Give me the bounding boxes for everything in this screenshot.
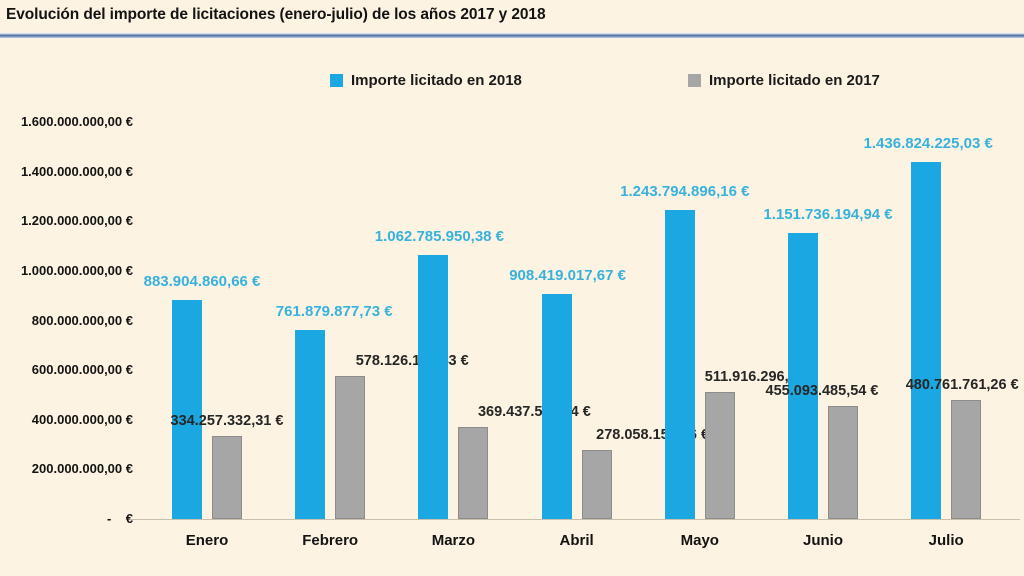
legend-item-2017: Importe licitado en 2017 bbox=[688, 72, 880, 89]
x-axis-label-julio: Julio bbox=[928, 532, 964, 549]
y-axis-tick-label: 800.000.000,00 € bbox=[31, 312, 133, 328]
bar-2017-junio bbox=[828, 406, 858, 519]
bar-2017-mayo bbox=[704, 391, 735, 519]
y-axis-tick-label: 1.600.000.000,00 € bbox=[20, 114, 133, 129]
y-axis-tick-label: 400.000.000,00 € bbox=[31, 411, 133, 427]
x-axis-label-marzo: Marzo bbox=[431, 532, 476, 549]
bar-2017-febrero bbox=[335, 375, 366, 519]
x-axis-label-febrero: Febrero bbox=[302, 532, 359, 549]
bar-2018-julio bbox=[911, 162, 942, 519]
data-label-2018-mayo: 1.243.794.896,16 € bbox=[620, 183, 750, 201]
legend-swatch-2017-icon bbox=[688, 74, 701, 87]
data-label-2017-julio: 480.761.761,26 € bbox=[905, 376, 1019, 393]
legend-swatch-2018-icon bbox=[330, 74, 343, 87]
legend-label-2018: Importe licitado en 2018 bbox=[351, 72, 522, 89]
x-axis-label-enero: Enero bbox=[185, 532, 229, 549]
bar-2018-enero bbox=[172, 299, 202, 519]
legend-label-2017: Importe licitado en 2017 bbox=[709, 72, 880, 89]
y-axis-tick-label: 200.000.000,00 € bbox=[31, 461, 133, 477]
data-label-2018-junio: 1.151.736.194,94 € bbox=[763, 206, 893, 224]
y-axis-tick-label: - € bbox=[106, 511, 133, 526]
bar-2018-abril bbox=[541, 293, 572, 519]
y-axis-tick-label: 1.000.000.000,00 € bbox=[20, 262, 133, 278]
bar-2018-junio bbox=[788, 233, 818, 519]
data-label-2018-febrero: 761.879.877,73 € bbox=[275, 302, 393, 320]
x-axis-label-junio: Junio bbox=[803, 532, 843, 549]
legend-item-2018: Importe licitado en 2018 bbox=[330, 72, 522, 89]
bar-2017-abril bbox=[581, 450, 612, 519]
title-separator bbox=[0, 33, 1024, 38]
data-label-2018-abril: 908.419.017,67 € bbox=[509, 266, 626, 284]
x-axis-label-abril: Abril bbox=[559, 532, 594, 549]
bar-2017-enero bbox=[212, 436, 242, 519]
x-axis-line bbox=[130, 519, 1020, 520]
y-axis-tick-label: 1.200.000.000,00 € bbox=[20, 213, 133, 229]
data-label-2018-marzo: 1.062.785.950,38 € bbox=[374, 228, 505, 246]
bar-2018-mayo bbox=[664, 210, 695, 519]
x-axis-label-mayo: Mayo bbox=[680, 532, 719, 549]
data-label-2017-enero: 334.257.332,31 € bbox=[170, 413, 284, 430]
bar-2018-febrero bbox=[295, 329, 326, 519]
data-label-2017-febrero: 578.126.104,43 € bbox=[355, 352, 469, 369]
y-axis-tick-label: 600.000.000,00 € bbox=[31, 362, 133, 378]
data-label-2018-enero: 883.904.860,66 € bbox=[143, 272, 261, 290]
data-label-2017-marzo: 369.437.576,54 € bbox=[477, 404, 591, 421]
data-label-2018-julio: 1.436.824.225,03 € bbox=[863, 135, 993, 153]
bar-2017-marzo bbox=[458, 427, 489, 519]
bar-2018-marzo bbox=[418, 255, 449, 519]
y-axis-tick-label: 1.400.000.000,00 € bbox=[20, 163, 133, 179]
chart-title: Evolución del importe de licitaciones (e… bbox=[6, 6, 546, 23]
data-label-2017-junio: 455.093.485,54 € bbox=[765, 383, 879, 400]
bar-2017-julio bbox=[951, 399, 982, 519]
